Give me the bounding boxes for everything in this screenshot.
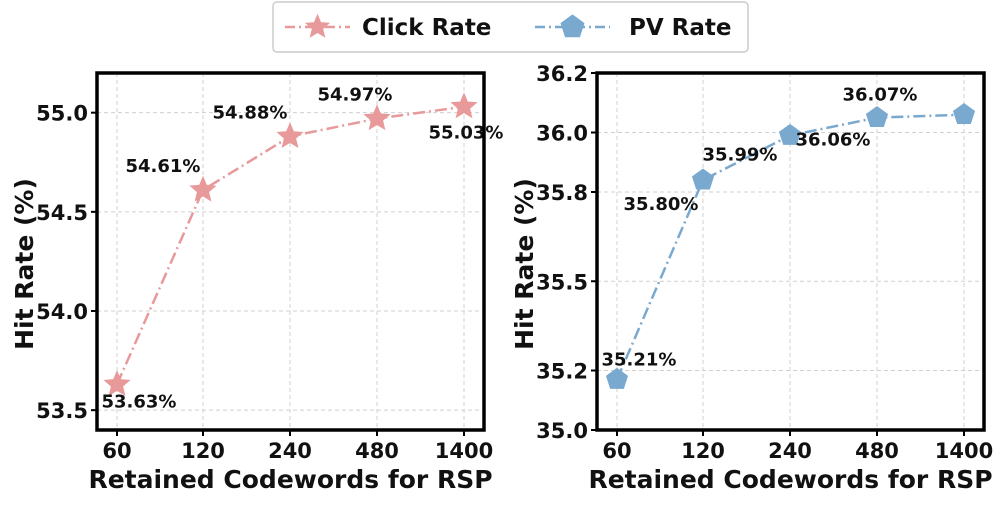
data-point xyxy=(691,168,715,190)
y-tick-label: 55.0 xyxy=(36,102,88,126)
plot-frame xyxy=(595,71,986,432)
x-axis-label: Retained Codewords for RSP xyxy=(588,465,992,494)
data-point xyxy=(952,103,976,125)
x-tick-label: 480 xyxy=(855,439,899,463)
y-tick-label: 35.5 xyxy=(536,270,588,294)
data-label: 35.99% xyxy=(703,144,778,165)
legend: Click Rate PV Rate xyxy=(272,1,749,53)
data-label: 54.61% xyxy=(126,156,201,177)
x-tick-label: 1400 xyxy=(935,439,993,463)
y-tick-label: 54.5 xyxy=(36,201,88,225)
data-point xyxy=(450,92,478,119)
data-label: 54.97% xyxy=(318,85,393,106)
y-axis-label: Hit Rate (%) xyxy=(510,178,539,350)
data-label: 53.63% xyxy=(102,391,177,412)
legend-pentagon-icon xyxy=(560,14,585,38)
data-label: 36.07% xyxy=(843,85,918,106)
data-label: 36.06% xyxy=(796,130,871,151)
legend-box xyxy=(272,1,749,53)
x-tick-label: 480 xyxy=(355,439,399,463)
data-point xyxy=(363,104,391,131)
x-tick-label: 120 xyxy=(181,439,225,463)
y-tick-label: 35.2 xyxy=(536,360,588,384)
x-tick-label: 60 xyxy=(602,439,631,463)
data-point xyxy=(605,367,629,389)
x-axis-label: Retained Codewords for RSP xyxy=(88,465,492,494)
data-point xyxy=(189,175,217,202)
y-tick-label: 54.0 xyxy=(36,300,88,324)
legend-star-icon xyxy=(304,13,331,38)
chart-click-rate: 53.5 54.0 54.5 55.0 60 120 240 480 1400Retained … xyxy=(10,71,504,494)
legend-label: Click Rate xyxy=(362,15,491,41)
legend-item-pv-rate: PV Rate xyxy=(535,14,732,41)
y-tick-label: 36.2 xyxy=(536,62,588,86)
y-tick-label: 36.0 xyxy=(536,122,588,146)
data-label: 55.03% xyxy=(429,123,504,144)
x-tick-label: 120 xyxy=(681,439,725,463)
data-label: 35.21% xyxy=(602,349,677,370)
plot-frame xyxy=(95,71,486,432)
chart-pv-rate: 35.0 35.2 35.5 35.8 36.0 36.2 60 120 240 480 1400R… xyxy=(510,62,993,494)
data-point xyxy=(778,123,802,145)
data-label: 35.80% xyxy=(624,194,699,215)
x-tick-label: 1400 xyxy=(435,439,493,463)
y-axis-label: Hit Rate (%) xyxy=(10,178,39,350)
legend-item-click-rate: Click Rate xyxy=(285,13,491,41)
data-point xyxy=(276,122,304,149)
y-tick-label: 53.5 xyxy=(36,399,88,423)
x-tick-label: 240 xyxy=(268,439,312,463)
y-tick-label: 35.0 xyxy=(536,419,588,443)
data-point xyxy=(865,106,889,128)
legend-label: PV Rate xyxy=(629,15,732,41)
y-tick-label: 35.8 xyxy=(536,181,588,205)
x-tick-label: 60 xyxy=(102,439,131,463)
x-tick-label: 240 xyxy=(768,439,812,463)
data-label: 54.88% xyxy=(213,102,288,123)
data-point xyxy=(103,370,131,396)
